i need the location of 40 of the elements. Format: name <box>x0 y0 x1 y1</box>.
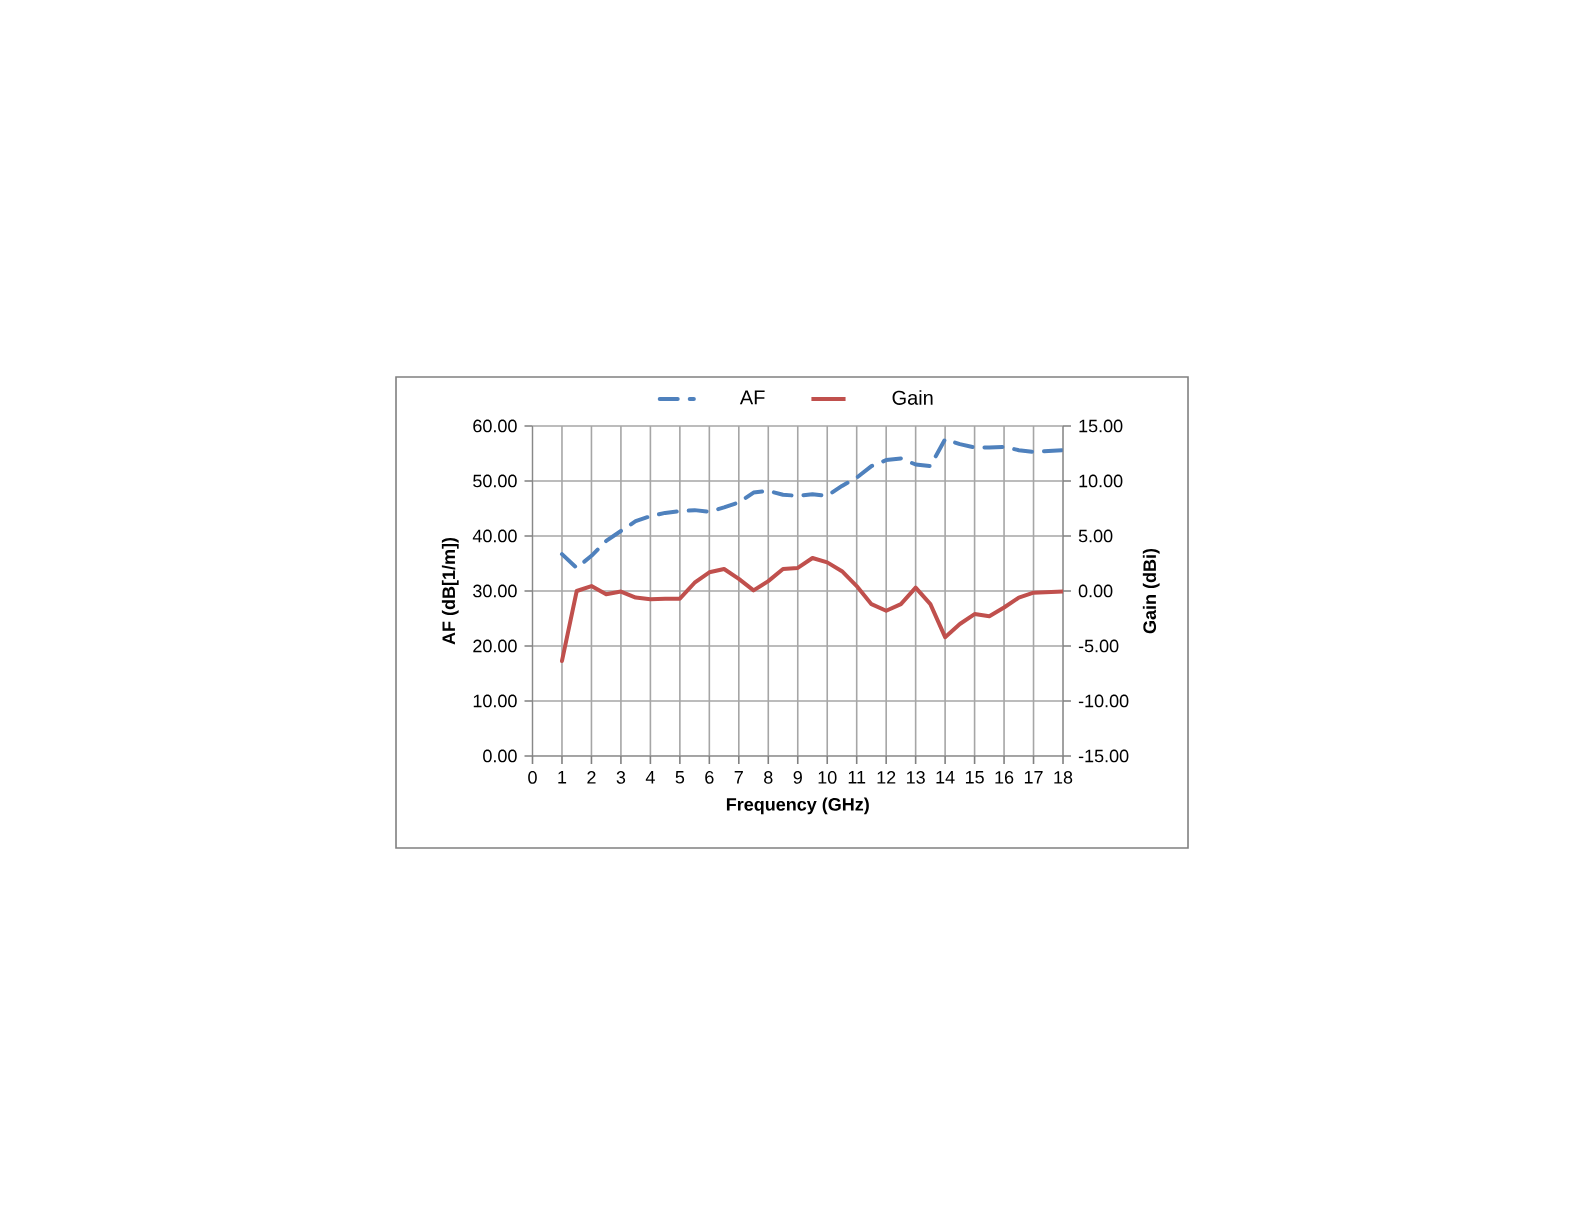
y2-tick-label: -10.00 <box>1078 694 1129 708</box>
legend-label: AF <box>739 390 765 405</box>
x-tick-label: 18 <box>1054 771 1073 784</box>
x-axis-title: Frequency (GHz) <box>726 797 869 815</box>
y-tick-label: 30.00 <box>473 584 517 598</box>
y-tick-label: 40.00 <box>472 529 517 543</box>
x-tick-label: 15 <box>965 771 984 784</box>
y2-tick-label: 0.00 <box>1078 584 1113 598</box>
y2-tick-label: -15.00 <box>1078 749 1129 763</box>
x-tick-label: 14 <box>936 771 955 784</box>
y-tick-label: 10.00 <box>473 694 517 708</box>
x-tick-label: 1 <box>558 771 567 784</box>
x-tick-label: 7 <box>734 771 743 784</box>
x-tick-label: 16 <box>995 771 1014 784</box>
x-tick-label: 5 <box>675 771 685 784</box>
y-tick-label: 20.00 <box>473 639 517 653</box>
x-tick-label: 10 <box>818 771 837 784</box>
line-series <box>559 555 1064 663</box>
y-tick-label: 50.00 <box>473 474 517 488</box>
x-tick-label: 17 <box>1024 771 1043 784</box>
x-tick-label: 9 <box>793 771 802 784</box>
y2-tick-label: -5.00 <box>1078 639 1119 653</box>
x-tick-label: 13 <box>907 771 925 784</box>
x-tick-label: 11 <box>848 771 866 784</box>
x-tick-label: 0 <box>528 771 537 784</box>
legend-label: Gain <box>892 390 933 405</box>
y2-tick-label: 10.00 <box>1079 474 1123 488</box>
y2-axis-title: Gain (dBi) <box>1142 548 1160 634</box>
x-tick-label: 8 <box>764 771 773 784</box>
y-tick-label: 0.00 <box>483 749 517 763</box>
x-tick-label: 12 <box>877 771 896 784</box>
y-axis-title: AF (dB[1/m]) <box>441 537 459 645</box>
y-tick-label: 60.00 <box>473 419 517 433</box>
line-series <box>559 437 1064 570</box>
y2-tick-label: 5.00 <box>1078 529 1113 543</box>
x-tick-label: 4 <box>645 771 655 784</box>
x-tick-label: 6 <box>705 771 714 784</box>
x-tick-label: 2 <box>587 771 596 784</box>
y2-tick-label: 15.00 <box>1079 419 1123 433</box>
x-tick-label: 3 <box>616 771 626 784</box>
